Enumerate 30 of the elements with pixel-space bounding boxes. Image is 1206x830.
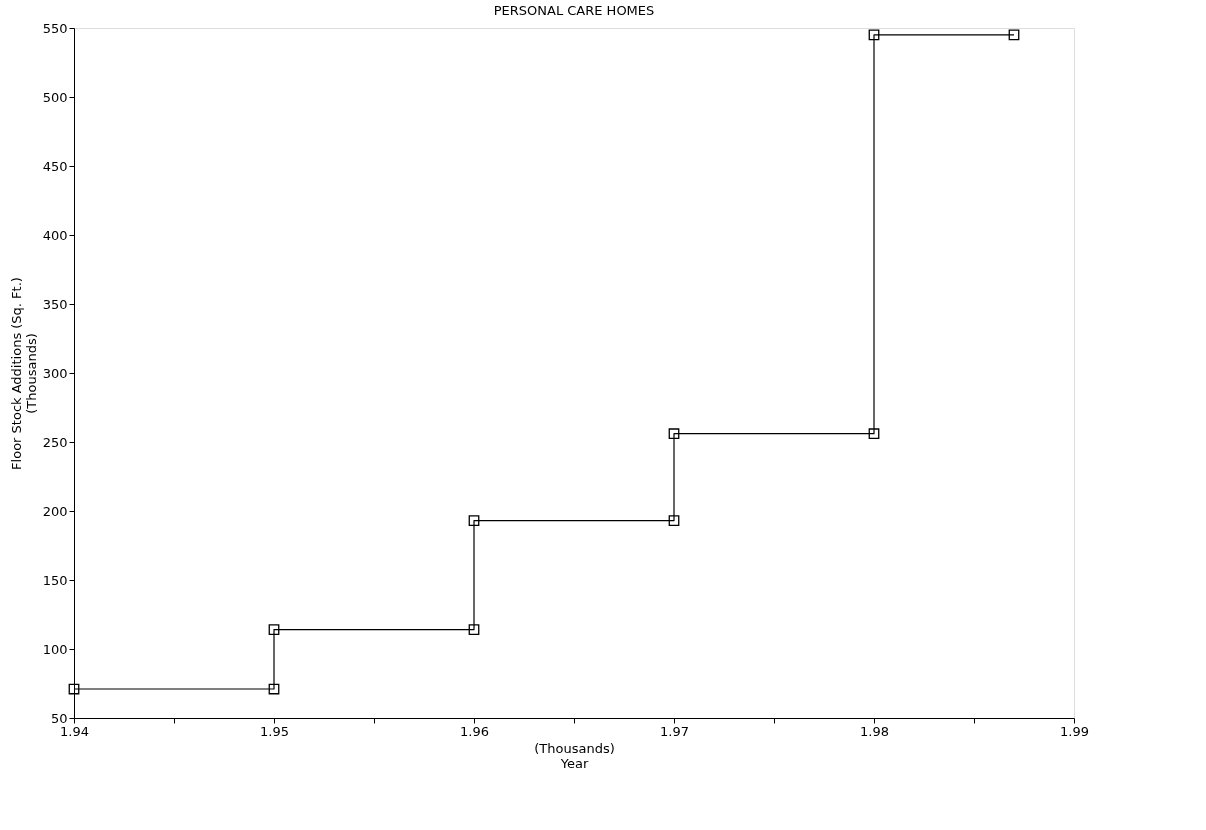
- y-tick-label: 300: [42, 365, 68, 381]
- y-tick-label: 50: [50, 710, 68, 726]
- point: [468, 624, 480, 636]
- x-tick-label: 1.96: [460, 723, 489, 739]
- y-tick-label: 150: [42, 572, 68, 588]
- y-tick-label: 100: [42, 641, 68, 657]
- point: [868, 428, 880, 440]
- x-tick-label: 1.99: [1060, 723, 1089, 739]
- y-tick-label: 450: [42, 158, 68, 174]
- x-axis-title: (Thousands) Year: [534, 740, 615, 771]
- y-axis-title: Floor Stock Additions (Sq. Ft.) (Thousands): [8, 277, 39, 470]
- point: [1008, 29, 1020, 41]
- point: [668, 428, 680, 440]
- chart-title: PERSONAL CARE HOMES: [493, 3, 655, 18]
- point: [468, 515, 480, 527]
- x-tick-label: 1.97: [660, 723, 689, 739]
- point: [268, 624, 280, 636]
- point: [868, 29, 880, 41]
- y-tick-label: 500: [42, 89, 68, 105]
- y-tick-label: 250: [42, 434, 68, 450]
- y-tick-label: 550: [42, 20, 68, 36]
- point: [668, 515, 680, 527]
- y-tick-label: 400: [42, 227, 68, 243]
- point: [268, 683, 280, 695]
- x-tick-label: 1.94: [60, 723, 89, 739]
- y-tick-label: 200: [42, 503, 68, 519]
- point: [68, 683, 80, 695]
- x-tick-label: 1.95: [260, 723, 289, 739]
- x-tick-label: 1.98: [860, 723, 889, 739]
- y-tick-label: 350: [42, 296, 68, 312]
